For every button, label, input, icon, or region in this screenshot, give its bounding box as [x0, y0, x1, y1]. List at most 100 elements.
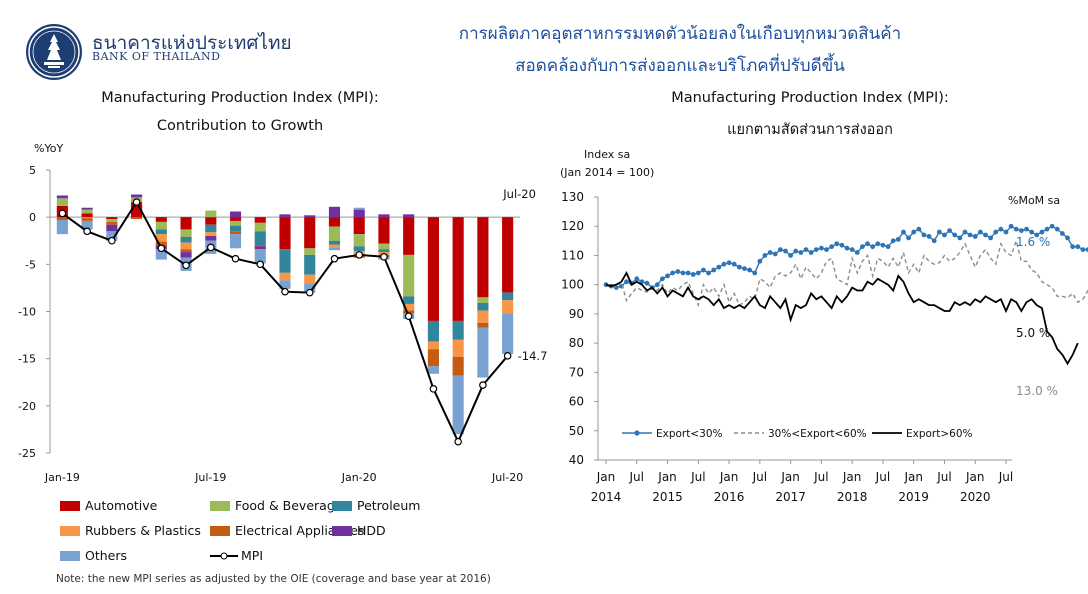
bar-segment-petroleum: [155, 229, 167, 235]
bar-segment-hdd: [403, 214, 415, 218]
bar-segment-electrical-appliances: [477, 322, 489, 328]
export-lt30-point: [1049, 223, 1055, 229]
right-x-month-label: Jan: [842, 470, 862, 484]
right-y-tick-label: 80: [569, 336, 584, 350]
bar-segment-hdd: [378, 214, 390, 218]
bar-segment-automotive: [254, 217, 266, 223]
export-lt30-point: [921, 232, 927, 238]
last-period-label: Jul-20: [502, 187, 536, 201]
bar-segment-automotive: [180, 217, 192, 230]
export-lt30-point: [957, 235, 963, 241]
export-lt30-point: [803, 247, 809, 253]
bar-segment-rubbers-plastics: [279, 272, 291, 281]
export-lt30-point: [952, 232, 958, 238]
right-y-tick-label: 100: [561, 278, 584, 292]
right-y-tick-label: 110: [561, 248, 584, 262]
legend-label: MPI: [241, 548, 264, 563]
bar-segment-rubbers-plastics: [427, 341, 439, 350]
mpi-point: [380, 252, 388, 261]
export-lt30-point: [685, 270, 691, 276]
export-lt30-point: [654, 282, 660, 288]
export-lt30-point: [1065, 235, 1070, 241]
left-x-tick-label: Jan-20: [341, 471, 377, 484]
export-lt30-point: [1008, 223, 1014, 229]
legend-label: 30%<Export<60%: [768, 428, 867, 440]
bar-segment-petroleum: [279, 249, 291, 273]
bar-segment-others: [353, 207, 365, 210]
export-lt30-point: [762, 253, 768, 258]
bank-of-thailand-logo: [26, 24, 82, 80]
bar-segment-others: [328, 247, 341, 251]
export-lt30-point: [1075, 244, 1081, 250]
right-mom-label: 5.0 %: [1016, 326, 1050, 340]
export-lt30-point: [844, 245, 850, 251]
export-lt30-point: [829, 244, 835, 250]
bar-segment-hdd: [229, 211, 242, 218]
bar-segment-others: [304, 283, 316, 293]
bar-segment-electrical-appliances: [106, 221, 118, 225]
bar-segment-hdd: [279, 214, 291, 218]
bar-segment-automotive: [403, 217, 415, 255]
right-y-tick-label: 90: [569, 307, 584, 321]
export-lt30-point: [665, 273, 670, 279]
bar-segment-hdd: [81, 207, 93, 210]
legend-swatch: [332, 500, 352, 511]
bar-segment-others: [155, 249, 167, 260]
legend-label: Rubbers & Plastics: [85, 523, 201, 538]
legend-item-hdd: HDD: [332, 523, 386, 538]
right-x-month-label: Jul: [813, 470, 828, 484]
bar-segment-electrical-appliances: [81, 218, 93, 221]
right-x-year-label: 2015: [652, 490, 683, 504]
bar-segment-others: [106, 231, 118, 241]
mpi-point: [231, 254, 240, 263]
export-lt30-point: [865, 241, 870, 247]
mpi-point: [479, 381, 487, 389]
bar-segment-petroleum: [304, 254, 316, 275]
bar-segment-automotive: [304, 217, 316, 249]
bar-segment-food-beverages: [155, 221, 167, 230]
right-x-month-label: Jul: [875, 470, 890, 484]
right-x-year-label: 2018: [837, 490, 868, 504]
bar-segment-hdd: [328, 206, 341, 218]
bar-segment-automotive: [131, 202, 143, 218]
export-lt30-point: [947, 228, 952, 234]
bar-segment-food-beverages: [106, 219, 118, 222]
mpi-last-value-label: -14.7: [518, 349, 548, 363]
bar-segment-automotive: [353, 217, 365, 235]
export-lt30-point: [998, 226, 1004, 232]
export-lt30-point: [1060, 231, 1065, 236]
right-chart-title-line-2: แยกตามสัดส่วนการส่งออก: [727, 122, 893, 138]
right-x-month-label: Jul: [998, 470, 1013, 484]
headline-line-1: การผลิตภาคอุตสาหกรรมหดตัวน้อยลงในเกือบทุ…: [458, 24, 902, 44]
series-line-export-60-: [605, 270, 1079, 366]
legend-label: Export>60%: [906, 428, 973, 440]
right-x-month-label: Jan: [596, 470, 616, 484]
export-lt30-point: [1080, 247, 1086, 253]
legend-item-export-30-: Export<30%: [622, 428, 723, 440]
bar-segment-others: [477, 327, 489, 378]
mpi-point: [305, 288, 314, 297]
legend-label: HDD: [357, 523, 386, 538]
mpi-point: [157, 244, 166, 253]
legend-swatch: [60, 500, 80, 511]
legend-label: Petroleum: [357, 498, 421, 513]
export-lt30-point: [972, 234, 978, 239]
right-y-tick-label: 70: [569, 365, 584, 379]
bar-segment-food-beverages: [353, 234, 365, 247]
right-x-year-label: 2016: [714, 490, 745, 504]
export-lt30-point: [660, 276, 665, 282]
export-lt30-point: [931, 238, 937, 244]
export-lt30-point: [890, 238, 896, 244]
mpi-point: [256, 260, 265, 269]
bar-segment-electrical-appliances: [56, 217, 68, 220]
bar-segment-automotive: [452, 217, 464, 321]
export-lt30-point: [813, 247, 819, 253]
legend-item-petroleum: Petroleum: [332, 498, 420, 513]
bar-segment-automotive: [106, 217, 118, 220]
export-lt30-point: [885, 244, 891, 250]
bar-segment-food-beverages: [403, 254, 415, 297]
left-x-tick-label: Jul-19: [194, 471, 226, 484]
export-lt30-point: [1054, 226, 1060, 232]
export-lt30-point: [1018, 228, 1024, 234]
bar-segment-automotive: [155, 217, 167, 222]
